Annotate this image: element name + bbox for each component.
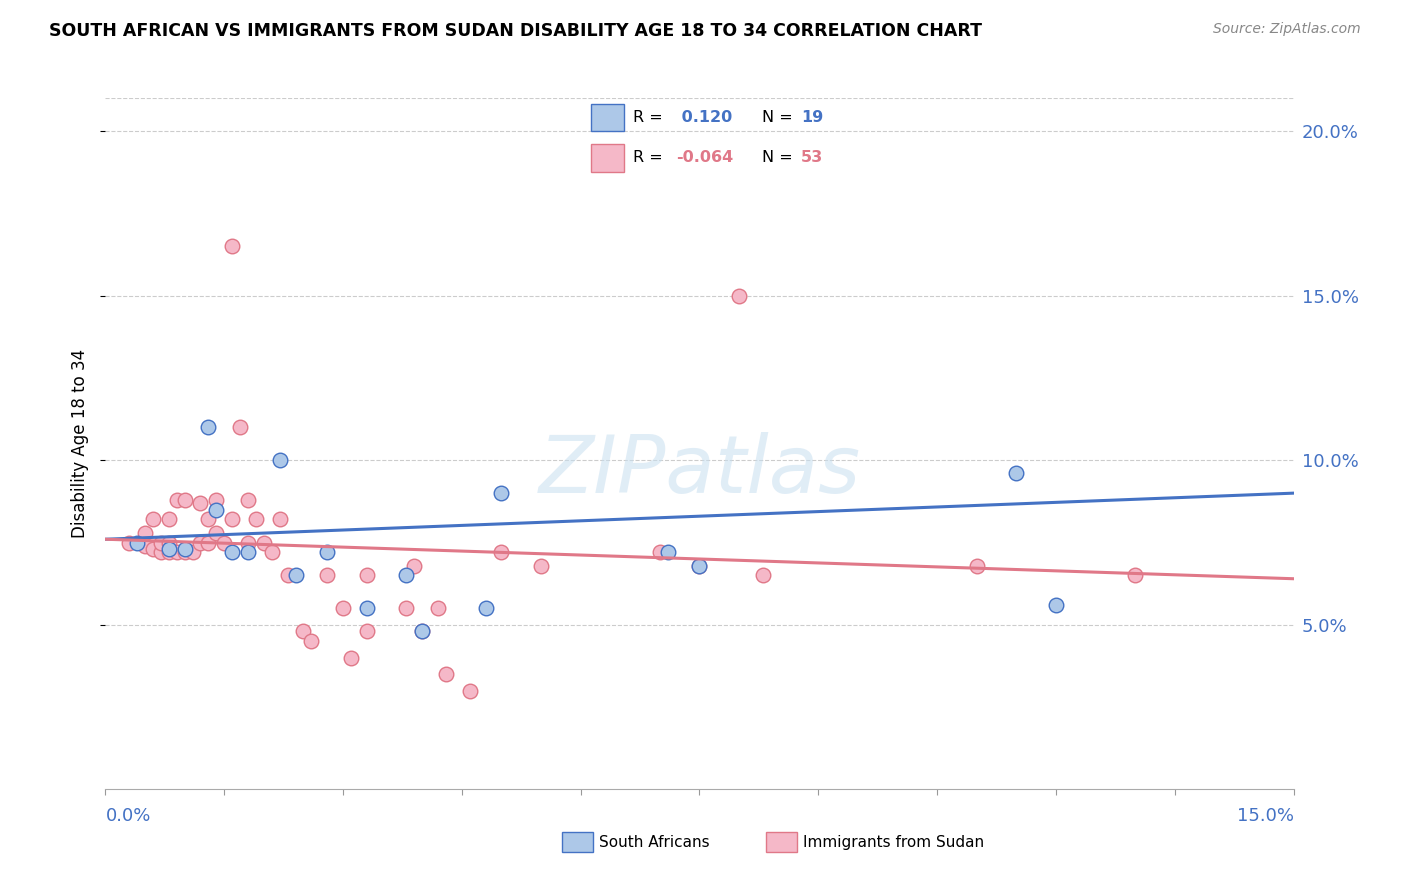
Point	[316, 545, 339, 559]
Text: R =: R =	[633, 111, 664, 125]
Point	[411, 624, 433, 639]
Point	[127, 535, 149, 549]
Point	[236, 535, 259, 549]
Point	[157, 545, 180, 559]
Text: South Africans: South Africans	[599, 835, 710, 849]
Point	[395, 568, 418, 582]
Point	[166, 545, 188, 559]
Point	[689, 558, 711, 573]
Point	[404, 558, 426, 573]
Point	[205, 492, 228, 507]
Point	[458, 683, 481, 698]
Point	[149, 535, 172, 549]
Bar	[591, 145, 624, 171]
Point	[340, 650, 363, 665]
Point	[157, 535, 180, 549]
Point	[292, 624, 315, 639]
Point	[491, 545, 513, 559]
Text: 53: 53	[801, 151, 824, 165]
Bar	[591, 104, 624, 131]
Point	[190, 535, 212, 549]
Point	[728, 288, 751, 302]
Text: -0.064: -0.064	[676, 151, 733, 165]
Point	[190, 496, 212, 510]
Point	[197, 512, 219, 526]
Point	[1045, 598, 1067, 612]
Text: 0.120: 0.120	[676, 111, 733, 125]
Text: 19: 19	[801, 111, 824, 125]
Point	[427, 601, 450, 615]
Point	[149, 545, 172, 559]
Point	[277, 568, 299, 582]
Point	[474, 601, 496, 615]
Point	[1123, 568, 1146, 582]
Text: Immigrants from Sudan: Immigrants from Sudan	[803, 835, 984, 849]
Point	[205, 502, 228, 516]
Point	[648, 545, 671, 559]
Point	[245, 512, 267, 526]
Point	[173, 542, 195, 557]
Point	[181, 545, 204, 559]
Point	[1005, 467, 1028, 481]
Point	[157, 512, 180, 526]
Point	[236, 492, 259, 507]
Point	[434, 667, 457, 681]
Point	[221, 239, 243, 253]
Point	[118, 535, 141, 549]
Point	[689, 558, 711, 573]
Point	[142, 512, 165, 526]
Point	[530, 558, 553, 573]
Point	[134, 539, 156, 553]
Point	[284, 568, 307, 582]
Text: N =: N =	[762, 151, 793, 165]
Point	[173, 545, 195, 559]
Point	[395, 601, 418, 615]
Point	[197, 535, 219, 549]
Text: 0.0%: 0.0%	[105, 807, 150, 825]
Point	[491, 486, 513, 500]
Point	[332, 601, 354, 615]
Point	[356, 601, 378, 615]
Point	[205, 525, 228, 540]
Point	[966, 558, 988, 573]
Point	[411, 624, 433, 639]
Point	[142, 542, 165, 557]
Point	[316, 568, 339, 582]
Point	[657, 545, 679, 559]
Y-axis label: Disability Age 18 to 34: Disability Age 18 to 34	[72, 349, 90, 539]
Text: SOUTH AFRICAN VS IMMIGRANTS FROM SUDAN DISABILITY AGE 18 TO 34 CORRELATION CHART: SOUTH AFRICAN VS IMMIGRANTS FROM SUDAN D…	[49, 22, 983, 40]
Point	[197, 420, 219, 434]
Text: N =: N =	[762, 111, 793, 125]
Point	[221, 545, 243, 559]
Point	[269, 512, 291, 526]
Point	[173, 492, 195, 507]
Point	[134, 525, 156, 540]
Point	[229, 420, 252, 434]
Point	[221, 512, 243, 526]
Point	[236, 545, 259, 559]
Text: ZIPatlas: ZIPatlas	[538, 433, 860, 510]
Point	[157, 542, 180, 557]
Point	[269, 453, 291, 467]
Text: 15.0%: 15.0%	[1236, 807, 1294, 825]
Point	[253, 535, 276, 549]
Point	[356, 624, 378, 639]
Text: Source: ZipAtlas.com: Source: ZipAtlas.com	[1213, 22, 1361, 37]
Point	[260, 545, 283, 559]
Point	[214, 535, 236, 549]
Point	[299, 634, 322, 648]
Point	[356, 568, 378, 582]
Point	[166, 492, 188, 507]
Point	[752, 568, 775, 582]
Text: R =: R =	[633, 151, 664, 165]
